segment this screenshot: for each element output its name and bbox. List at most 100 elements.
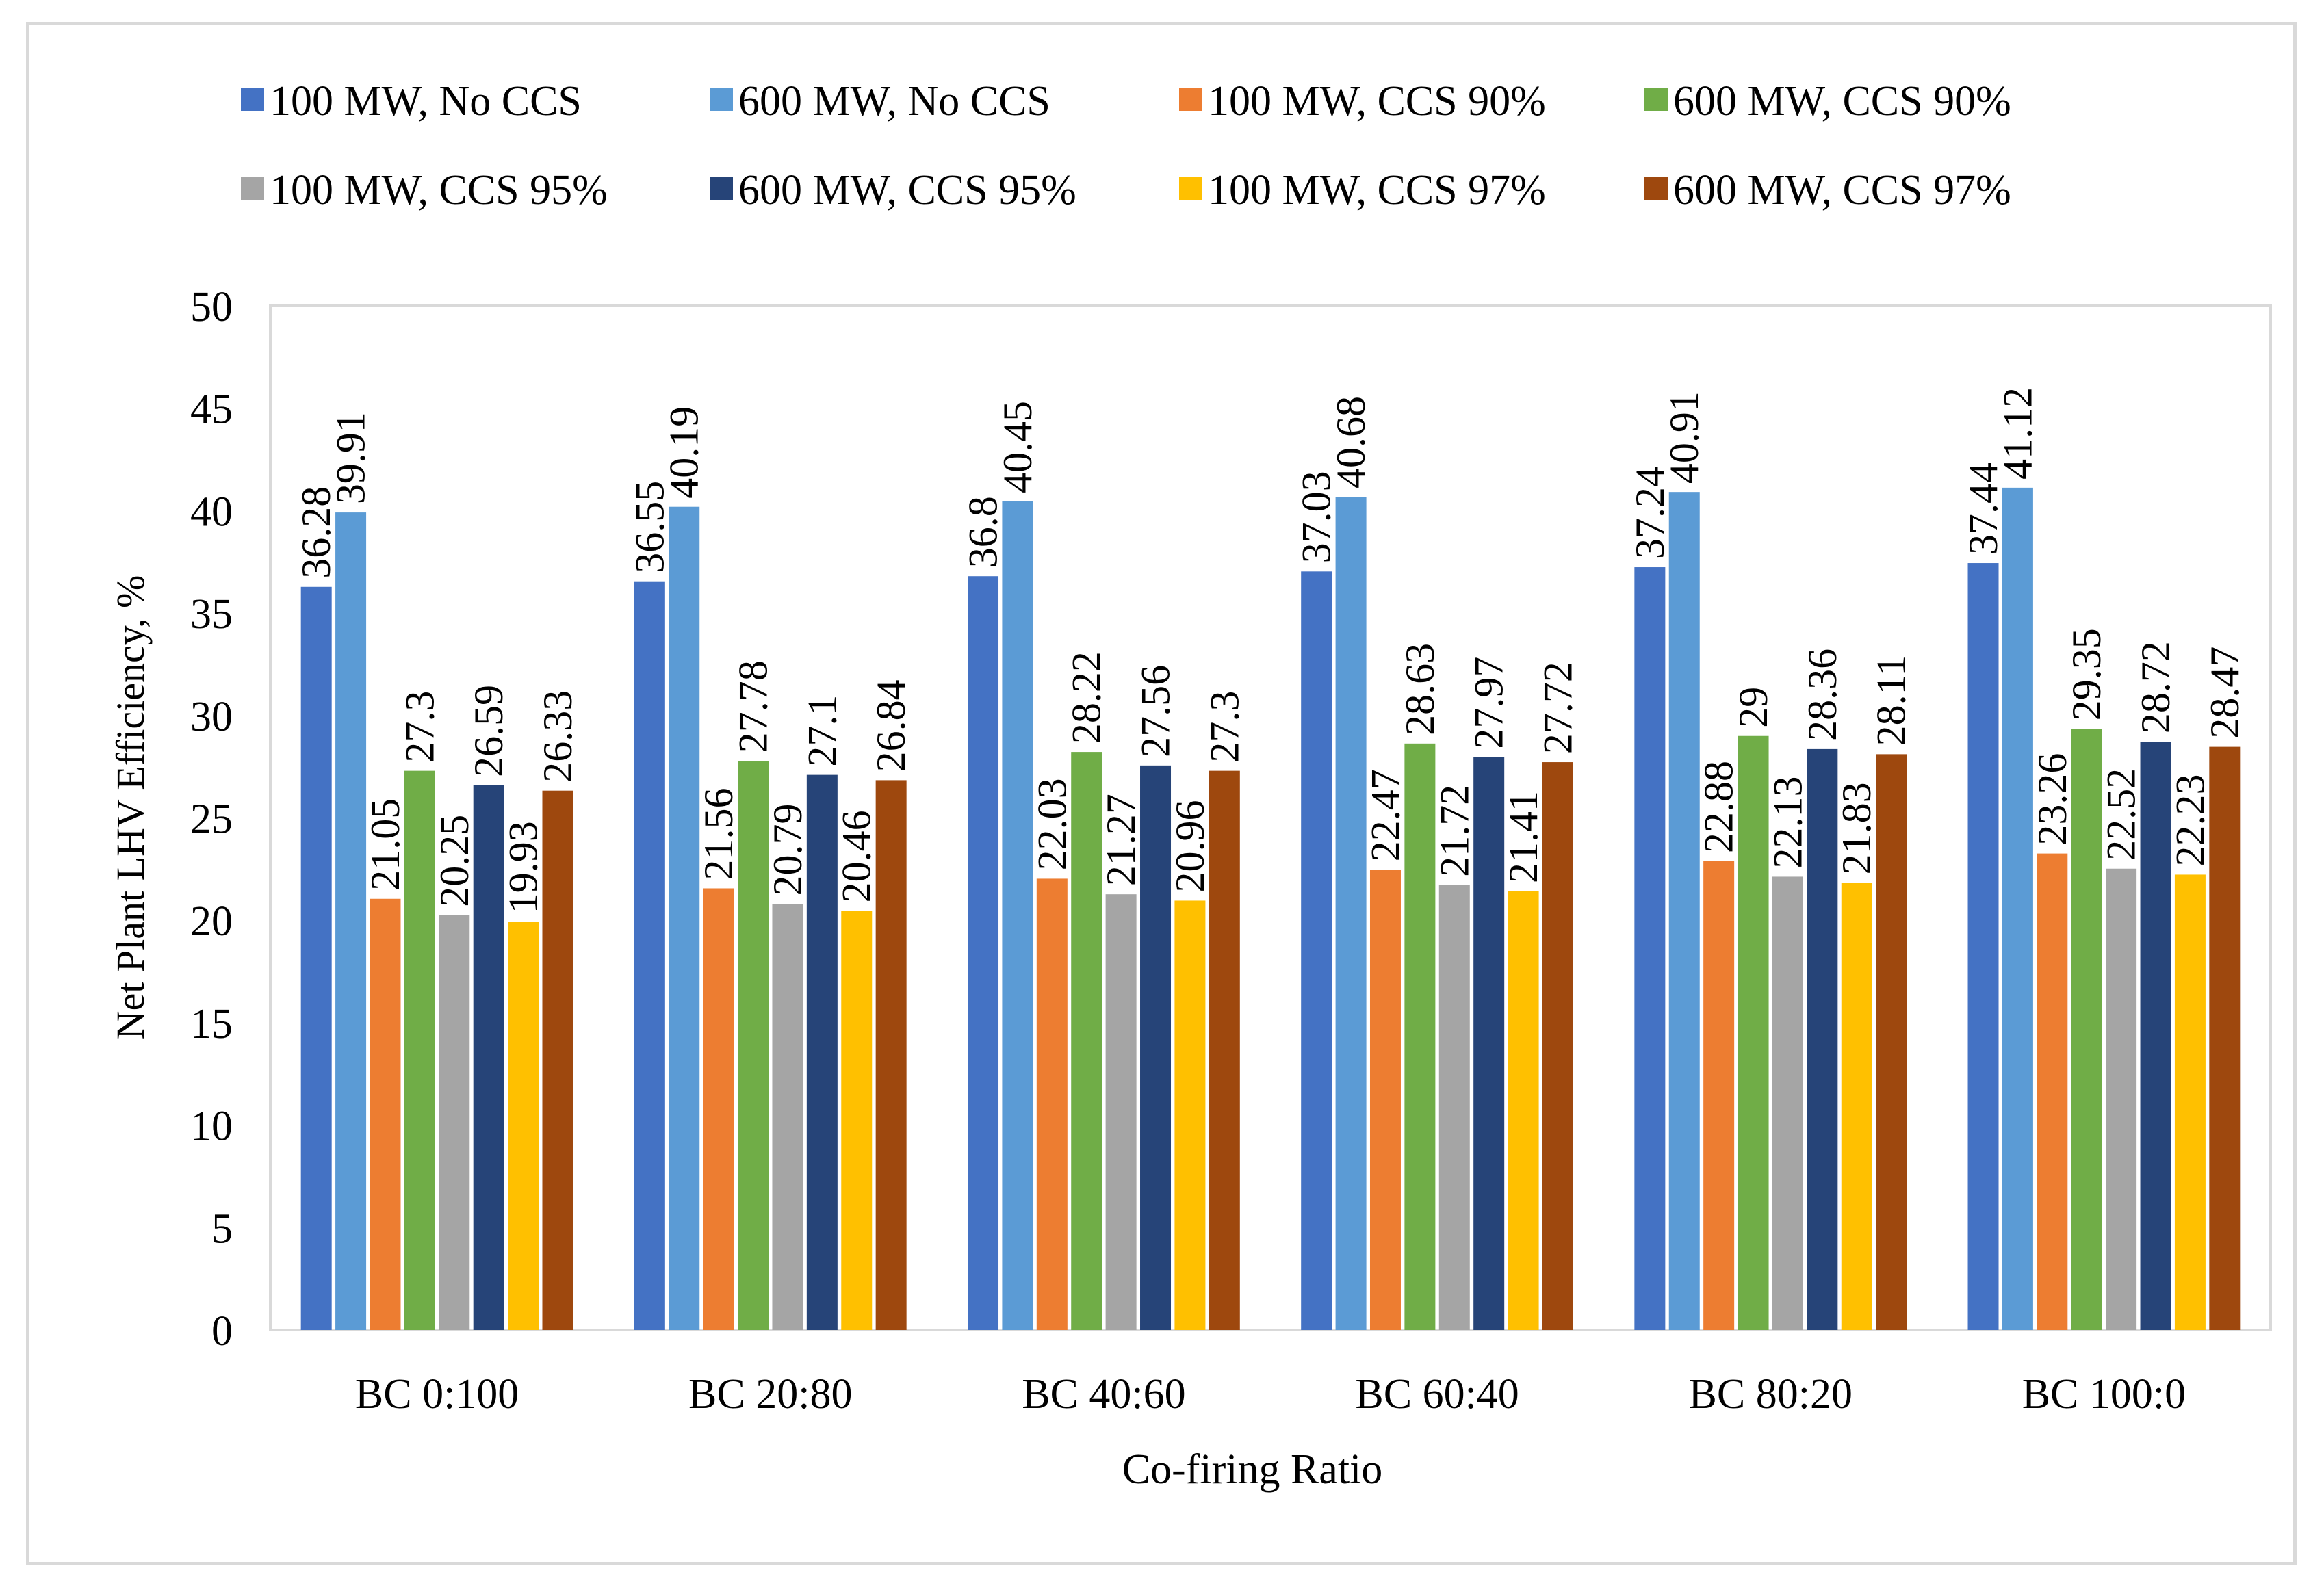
data-label: 27.78	[731, 660, 776, 753]
y-tick-label: 30	[190, 694, 233, 740]
bar	[1002, 501, 1033, 1330]
bar	[404, 770, 435, 1330]
bar	[300, 586, 332, 1330]
data-label: 26.59	[466, 685, 511, 777]
legend-label: 600 MW, CCS 97%	[1673, 167, 2011, 213]
legend-label: 100 MW, CCS 90%	[1208, 78, 1546, 125]
bar	[2140, 742, 2171, 1330]
data-label: 21.27	[1098, 794, 1144, 886]
bar	[1876, 754, 1907, 1330]
bar	[508, 922, 539, 1330]
chart-frame	[26, 22, 2297, 1565]
legend-swatch	[1179, 88, 1202, 111]
data-label: 22.23	[2167, 774, 2212, 866]
data-label: 28.22	[1064, 651, 1109, 744]
data-label: 28.47	[2202, 647, 2247, 739]
data-label: 22.03	[1029, 778, 1074, 870]
data-label: 40.45	[995, 401, 1040, 493]
data-label: 36.28	[294, 486, 339, 579]
y-tick-label: 5	[211, 1205, 233, 1252]
data-label: 21.72	[1432, 785, 1477, 877]
y-tick-label: 0	[211, 1308, 233, 1355]
x-tick-label: BC 100:0	[2022, 1371, 2186, 1418]
bar	[1668, 492, 1700, 1331]
bar	[841, 911, 873, 1330]
data-label: 23.26	[2030, 753, 2075, 846]
data-label: 27.3	[1202, 691, 1247, 763]
legend-label: 100 MW, No CCS	[270, 78, 582, 125]
bar	[1967, 563, 1999, 1330]
bar	[1703, 861, 1735, 1330]
bar	[772, 904, 803, 1330]
data-label: 36.8	[961, 496, 1006, 568]
data-label: 29	[1731, 687, 1776, 728]
data-label: 39.91	[328, 412, 374, 504]
data-label: 21.41	[1501, 791, 1546, 883]
data-label: 22.52	[2099, 768, 2144, 861]
bar	[634, 581, 665, 1330]
bar	[1209, 770, 1240, 1330]
data-label: 21.05	[363, 798, 408, 891]
bar	[370, 898, 401, 1330]
bar	[2209, 746, 2241, 1330]
x-tick-label: BC 0:100	[355, 1371, 519, 1418]
x-tick-label: BC 40:60	[1022, 1371, 1185, 1418]
data-label: 27.1	[799, 695, 844, 767]
bar	[968, 576, 999, 1330]
y-axis-label: Net Plant LHV Efficiency, %	[108, 575, 153, 1040]
bar	[2037, 853, 2068, 1330]
y-tick-label: 25	[190, 796, 233, 843]
data-label: 28.72	[2133, 641, 2178, 733]
legend-swatch	[1179, 177, 1202, 200]
data-label: 19.93	[501, 821, 546, 913]
bar	[335, 512, 367, 1330]
bar	[2002, 487, 2033, 1330]
data-label: 37.24	[1627, 467, 1673, 559]
data-label: 28.63	[1397, 643, 1443, 735]
bar	[2174, 874, 2206, 1330]
data-label: 28.36	[1800, 649, 1845, 741]
y-tick-label: 50	[190, 284, 233, 330]
data-label: 40.68	[1328, 396, 1373, 488]
legend-swatch	[710, 88, 733, 111]
data-label: 27.56	[1133, 665, 1178, 757]
bar	[473, 785, 504, 1330]
data-label: 29.35	[2064, 628, 2109, 720]
bar	[1301, 571, 1332, 1330]
x-tick-label: BC 60:40	[1355, 1371, 1519, 1418]
data-label: 20.25	[432, 815, 477, 907]
data-label: 22.13	[1765, 776, 1810, 868]
legend-swatch	[1644, 88, 1668, 111]
legend-label: 100 MW, CCS 97%	[1208, 167, 1546, 213]
bar	[875, 780, 907, 1330]
bar	[2106, 868, 2137, 1330]
bar	[1335, 497, 1367, 1330]
plot-border	[269, 304, 2272, 1331]
legend-swatch	[241, 177, 264, 200]
bar	[1772, 876, 1803, 1330]
bar	[1036, 878, 1068, 1330]
data-label: 27.3	[397, 691, 442, 763]
legend-swatch	[241, 88, 264, 111]
legend-label: 600 MW, No CCS	[738, 78, 1050, 125]
x-tick-label: BC 20:80	[688, 1371, 852, 1418]
data-label: 22.88	[1696, 761, 1742, 853]
bar	[1634, 567, 1666, 1330]
data-label: 37.44	[1961, 462, 2006, 555]
bar	[1404, 743, 1436, 1330]
bar	[669, 506, 700, 1330]
data-label: 26.84	[868, 679, 914, 772]
legend-label: 600 MW, CCS 90%	[1673, 78, 2011, 125]
bar	[1071, 752, 1102, 1330]
y-tick-label: 20	[190, 898, 233, 945]
data-label: 37.03	[1294, 471, 1339, 563]
data-label: 20.79	[765, 804, 810, 896]
data-label: 20.46	[834, 810, 879, 902]
legend: 100 MW, No CCS 600 MW, No CCS 100 MW, CCS …	[241, 78, 2011, 213]
bar	[806, 774, 838, 1330]
data-label: 26.33	[535, 690, 580, 783]
bar	[1738, 735, 1769, 1330]
bar	[1542, 762, 1573, 1330]
